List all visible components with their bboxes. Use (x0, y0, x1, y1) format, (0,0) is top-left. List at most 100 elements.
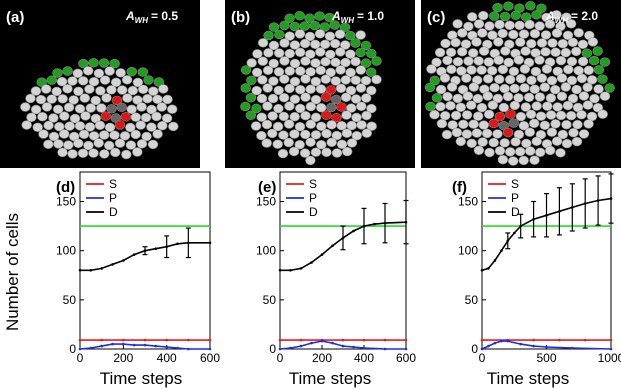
cell (431, 93, 443, 103)
cell (487, 100, 498, 110)
cell (330, 57, 341, 67)
y-tick-label: 100 (56, 244, 76, 258)
cell (320, 74, 331, 84)
cell (305, 49, 316, 59)
cell (69, 113, 81, 124)
series-D-point (278, 269, 282, 272)
cell (310, 112, 322, 123)
cell (478, 120, 489, 130)
series-S-point (278, 338, 282, 342)
series-P-point (165, 345, 168, 349)
cell (544, 145, 556, 156)
series-S-point (208, 338, 212, 342)
cell (436, 118, 448, 129)
cell (510, 137, 521, 147)
cell (555, 148, 566, 158)
cell (488, 118, 499, 129)
x-tick-label: 400 (354, 351, 374, 365)
cell (361, 128, 372, 138)
cell (252, 49, 263, 59)
legend-label-P: P (511, 191, 519, 205)
cell (447, 120, 458, 130)
cell (100, 111, 112, 121)
cell (509, 83, 520, 94)
cell (524, 146, 536, 156)
cell (251, 67, 263, 78)
cell (268, 40, 280, 51)
cell (335, 83, 347, 94)
series-P-line (79, 343, 210, 350)
cell (130, 129, 141, 140)
cell (274, 29, 285, 40)
cell (73, 86, 84, 97)
cell (489, 11, 500, 21)
series-P-point (89, 346, 93, 350)
cell (268, 58, 279, 69)
cell (284, 48, 295, 59)
cell (77, 148, 89, 158)
legend-label-P: P (109, 191, 117, 205)
cell (52, 104, 64, 115)
cell (497, 64, 509, 75)
cell (540, 30, 552, 40)
series-P-point (143, 343, 147, 347)
cell (483, 57, 494, 67)
cell (299, 38, 311, 49)
cell (525, 1, 536, 11)
cell (138, 84, 149, 95)
cell (531, 101, 542, 111)
cell (551, 10, 562, 20)
series-P-point (100, 344, 103, 348)
cell (446, 64, 457, 75)
cell (79, 93, 91, 103)
cell (53, 139, 64, 149)
cell (316, 102, 327, 113)
series-D-point (487, 267, 490, 270)
cell (126, 66, 138, 77)
cell (25, 93, 36, 104)
y-tick-label: 0 (471, 342, 478, 356)
cell (141, 131, 152, 142)
cell (541, 64, 553, 74)
cell (93, 138, 104, 148)
awh-base: A (545, 9, 555, 23)
cell (476, 102, 488, 113)
cell (94, 120, 106, 131)
cell (300, 110, 311, 121)
cell (539, 120, 550, 131)
series-S-point (362, 338, 366, 342)
awh-a-text: = 0.5 (151, 9, 178, 23)
cell (536, 38, 548, 48)
cell (345, 85, 357, 96)
cell (339, 22, 351, 32)
cell (310, 58, 321, 68)
cell (457, 46, 468, 57)
cell (577, 39, 589, 49)
cell (246, 58, 257, 68)
cell (63, 102, 75, 113)
series-P-point (78, 347, 82, 351)
cell (509, 100, 520, 111)
cell (305, 101, 316, 112)
cell (340, 57, 351, 68)
cell (114, 138, 126, 148)
cell (497, 155, 509, 165)
cell (530, 66, 542, 77)
cell (544, 19, 556, 29)
cell (350, 56, 361, 67)
series-S-point (341, 338, 345, 342)
cell (371, 74, 382, 85)
panel-a-awh-value: AWH = 0.5 (125, 9, 178, 25)
cell (156, 102, 168, 112)
cell (136, 102, 147, 112)
series-P-point (111, 342, 114, 346)
cell (445, 47, 457, 57)
cell (310, 76, 321, 87)
cell (492, 129, 503, 139)
cell (466, 65, 477, 75)
cell (310, 94, 322, 105)
cell (300, 56, 311, 66)
cell (562, 100, 574, 111)
cell (299, 21, 310, 31)
series-D-point (111, 263, 114, 266)
